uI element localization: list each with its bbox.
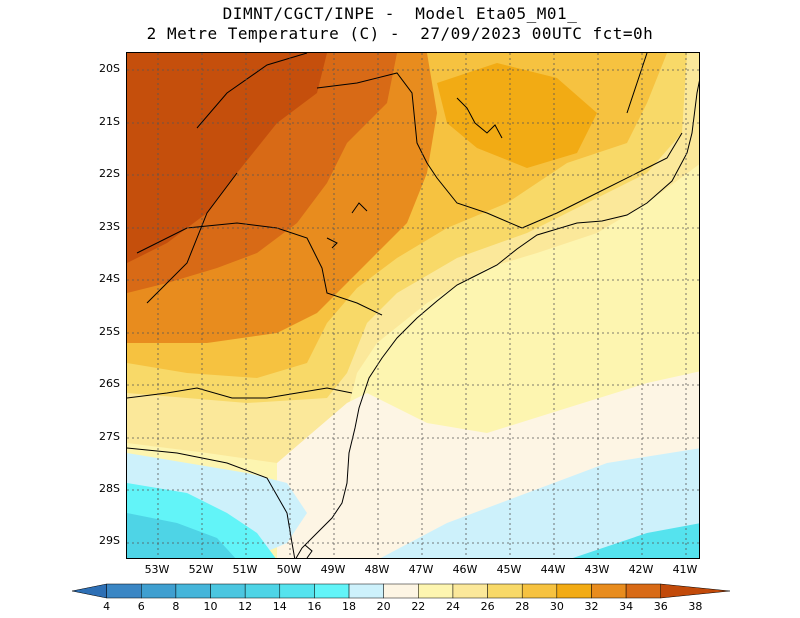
colorbar-swatch	[625, 583, 661, 599]
colorbar-label: 34	[619, 600, 634, 613]
border-ms	[146, 172, 238, 304]
coastline-and-borders	[127, 53, 699, 558]
colorbar-arrow-left	[71, 583, 107, 599]
lon-label: 49W	[320, 563, 346, 576]
colorbar-label: 22	[411, 600, 426, 613]
colorbar-swatch	[175, 583, 211, 599]
lon-label: 53W	[144, 563, 170, 576]
map-title-line-2: 2 Metre Temperature (C) - 27/09/2023 00U…	[146, 24, 654, 43]
colorbar-swatch	[106, 583, 142, 599]
lagoon-patos	[304, 544, 313, 558]
colorbar-label: 26	[480, 600, 495, 613]
lat-label: 20S	[99, 62, 120, 75]
temperature-map	[126, 52, 700, 559]
colorbar-label: 36	[653, 600, 668, 613]
grid-lines	[127, 53, 699, 558]
lat-label: 22S	[99, 167, 120, 180]
colorbar-swatch	[418, 583, 454, 599]
lon-label: 41W	[672, 563, 698, 576]
colorbar-swatch	[244, 583, 281, 599]
lat-label: 21S	[99, 115, 120, 128]
border-sp-mg	[196, 53, 308, 129]
lat-label: 23S	[99, 220, 120, 233]
lon-label: 50W	[276, 563, 302, 576]
reservoir-itaipu	[326, 237, 338, 249]
colorbar-arrow-right	[660, 583, 731, 599]
lon-label: 46W	[452, 563, 478, 576]
colorbar-label: 38	[688, 600, 703, 613]
lon-label: 51W	[232, 563, 258, 576]
lat-label: 29S	[99, 534, 120, 547]
colorbar-swatch	[452, 583, 488, 599]
colorbar-swatch	[521, 583, 558, 599]
lon-label: 48W	[364, 563, 390, 576]
colorbar-label: 32	[584, 600, 599, 613]
colorbar-swatch	[556, 583, 592, 599]
field-16-18-ocean	[572, 523, 699, 558]
reservoir-south	[351, 202, 368, 214]
colorbar-label: 8	[172, 600, 180, 613]
colorbar: 4 6 8 10 12 14 16 18 20 22 24 26 28 30 32 34 36 38	[71, 582, 731, 618]
coastline	[295, 80, 699, 558]
lon-label: 52W	[188, 563, 214, 576]
colorbar-swatch	[383, 583, 419, 599]
colorbar-label: 20	[376, 600, 391, 613]
lon-label: 42W	[628, 563, 654, 576]
colorbar-label: 4	[103, 600, 111, 613]
lon-label: 45W	[496, 563, 522, 576]
colorbar-label: 24	[445, 600, 460, 613]
field-30-32-east	[437, 63, 597, 168]
lat-label: 27S	[99, 430, 120, 443]
colorbar-swatch	[210, 583, 246, 599]
lat-label: 24S	[99, 272, 120, 285]
lat-label: 28S	[99, 482, 120, 495]
colorbar-swatch	[487, 583, 523, 599]
colorbar-swatch	[141, 583, 177, 599]
colorbar-swatch	[314, 583, 350, 599]
colorbar-label: 30	[549, 600, 564, 613]
lat-label: 26S	[99, 377, 120, 390]
colorbar-label: 12	[238, 600, 253, 613]
colorbar-swatch	[279, 583, 315, 599]
lon-label: 43W	[584, 563, 610, 576]
colorbar-swatch	[591, 583, 627, 599]
temperature-fields	[127, 53, 699, 558]
map-title-line-1: DIMNT/CGCT/INPE - Model Eta05_M01_	[222, 4, 578, 23]
colorbar-label: 16	[307, 600, 322, 613]
lon-label: 44W	[540, 563, 566, 576]
lon-label: 47W	[408, 563, 434, 576]
reservoir-furnas	[456, 97, 503, 139]
field-34-36	[127, 53, 327, 263]
field-14-16	[127, 513, 236, 558]
colorbar-label: 28	[515, 600, 530, 613]
colorbar-label: 14	[272, 600, 287, 613]
border-mg-es	[626, 53, 648, 114]
colorbar-label: 10	[203, 600, 218, 613]
colorbar-label: 18	[342, 600, 357, 613]
colorbar-label: 6	[137, 600, 145, 613]
field-18-20-ocean	[380, 448, 699, 558]
border-pr-sc	[127, 387, 353, 399]
border-parana-sp	[136, 222, 383, 316]
border-mg-rj	[521, 132, 683, 229]
colorbar-swatch	[348, 583, 384, 599]
lat-label: 25S	[99, 325, 120, 338]
